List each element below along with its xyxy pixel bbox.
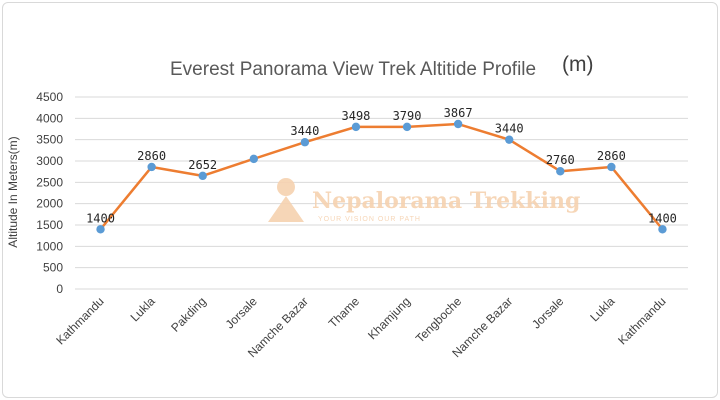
chart-title: Everest Panorama View Trek Altitide Prof… <box>170 59 536 80</box>
data-point <box>351 122 361 132</box>
x-category-label: Lukla <box>128 294 158 324</box>
watermark-logo-mark <box>268 196 304 222</box>
data-label: 1400 <box>648 211 677 225</box>
y-axis-label: Altitude In Meters(m) <box>6 136 20 247</box>
x-category-label: Khamjung <box>365 294 413 342</box>
data-point <box>402 122 412 132</box>
data-label: 3867 <box>444 106 473 120</box>
x-category-label: Kathmandu <box>615 294 668 347</box>
x-category-label: Thame <box>326 294 363 331</box>
series-line <box>99 122 664 231</box>
data-point <box>249 154 258 164</box>
series-group <box>96 119 667 234</box>
y-tick-label: 500 <box>43 261 63 275</box>
x-category-label: Pakding <box>168 294 209 335</box>
data-point <box>453 119 463 129</box>
data-label: 1400 <box>86 211 115 225</box>
x-category-label: Tengboche <box>413 294 465 346</box>
y-tick-label: 2000 <box>36 197 63 211</box>
data-label: 3440 <box>495 122 524 136</box>
data-point <box>198 171 207 181</box>
data-point <box>300 138 310 147</box>
x-category-label: Jorsale <box>223 294 260 331</box>
y-axis-ticks: 0 500 1000 1500 2000 2500 3000 3500 4000 4500 <box>36 90 63 296</box>
y-tick-label: 4500 <box>36 90 63 104</box>
watermark: Nepalorama Trekking YOUR VISION OUR PATH <box>268 178 580 223</box>
data-point <box>658 225 667 234</box>
watermark-logo <box>277 178 295 196</box>
y-tick-label: 1000 <box>36 239 63 253</box>
data-label: 2860 <box>597 149 626 163</box>
data-point <box>147 162 156 172</box>
data-label: 2760 <box>546 153 575 167</box>
watermark-subtitle: YOUR VISION OUR PATH <box>318 216 421 223</box>
data-point <box>556 167 565 176</box>
x-category-label: Lukla <box>587 294 617 324</box>
y-tick-label: 0 <box>56 282 63 296</box>
gridlines <box>75 96 688 290</box>
watermark-text: Nepalorama Trekking <box>312 188 580 214</box>
y-tick-label: 1500 <box>36 218 63 232</box>
data-label: 2860 <box>137 149 166 163</box>
data-label: 3440 <box>290 124 319 138</box>
x-category-label: Jorsale <box>529 294 566 331</box>
y-tick-label: 3500 <box>36 133 63 147</box>
y-tick-label: 3000 <box>36 154 63 168</box>
data-point <box>96 225 105 234</box>
data-label: 2652 <box>188 158 217 172</box>
chart-title-unit: (m) <box>562 53 593 76</box>
data-point <box>607 162 616 172</box>
data-label: 3790 <box>393 109 422 123</box>
y-tick-label: 2500 <box>36 175 63 189</box>
data-point <box>505 135 514 144</box>
x-category-label: Kathmandu <box>53 294 106 347</box>
data-label: 3498 <box>342 109 371 123</box>
data-labels: 1400 2860 2652 3440 3498 3790 3867 3440 2760 2860… <box>86 106 677 225</box>
y-tick-label: 4000 <box>36 111 63 125</box>
